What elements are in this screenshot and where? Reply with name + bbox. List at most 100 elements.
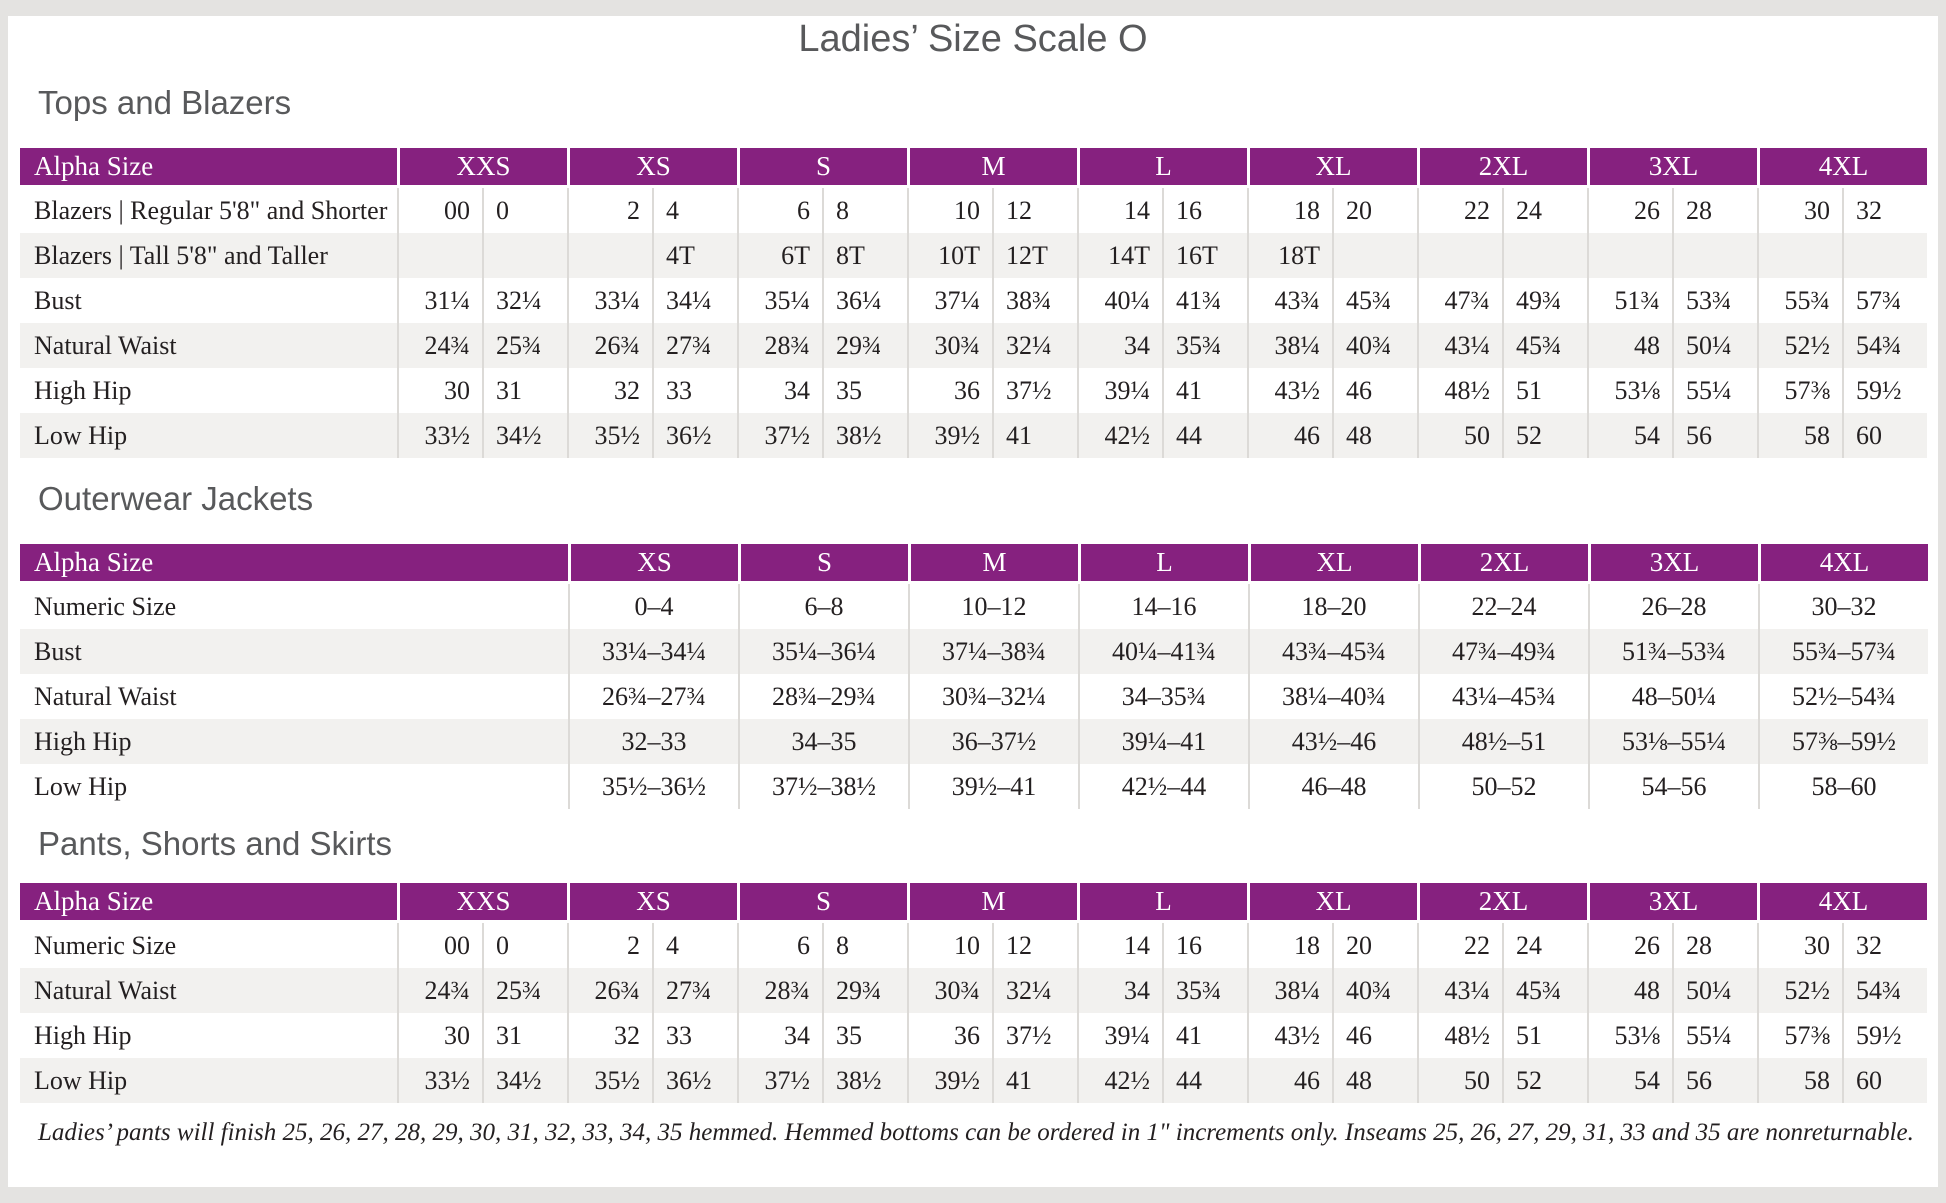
value-cell: 48 xyxy=(1587,323,1673,368)
size-group-header: S xyxy=(737,883,908,923)
size-group-header: 2XL xyxy=(1418,544,1588,584)
value-cell: 32–33 xyxy=(568,719,738,764)
size-group-header: 4XL xyxy=(1758,544,1928,584)
size-group-header: 3XL xyxy=(1588,544,1758,584)
row-label: Low Hip xyxy=(20,413,397,458)
size-header-row: Alpha Size XS S M L XL 2XL 3XL 4XL xyxy=(20,544,1928,584)
value-cell: 51¾–53¾ xyxy=(1588,629,1758,674)
value-cell: 34½ xyxy=(482,1058,568,1103)
value-cell: 53⅛ xyxy=(1587,1013,1672,1058)
value-cell: 54¾ xyxy=(1842,968,1928,1013)
value-cell: 40¾ xyxy=(1332,968,1418,1013)
value-cell: 41 xyxy=(992,413,1078,458)
value-cell: 35½ xyxy=(567,1058,653,1103)
value-cell: 57⅜–59½ xyxy=(1758,719,1928,764)
value-cell: 2 xyxy=(567,923,652,968)
size-group-header: XL xyxy=(1248,544,1418,584)
value-cell xyxy=(397,233,482,278)
value-cell: 12 xyxy=(992,923,1077,968)
hemming-footnote: Ladies’ pants will finish 25, 26, 27, 28… xyxy=(38,1119,1914,1146)
value-cell: 14 xyxy=(1077,923,1162,968)
value-cell: 38¾ xyxy=(992,278,1077,323)
value-cell: 4T xyxy=(652,233,738,278)
value-cell: 36½ xyxy=(652,413,738,458)
value-cell: 0 xyxy=(482,923,567,968)
value-cell: 57⅜ xyxy=(1757,368,1842,413)
value-cell: 46 xyxy=(1247,413,1333,458)
value-cell: 10–12 xyxy=(908,584,1078,629)
value-cell: 34–35¾ xyxy=(1078,674,1248,719)
value-cell: 36 xyxy=(907,1013,992,1058)
value-cell: 12 xyxy=(992,188,1077,233)
value-cell: 18–20 xyxy=(1248,584,1418,629)
value-cell: 29¾ xyxy=(822,968,908,1013)
value-cell: 14T xyxy=(1077,233,1163,278)
value-cell: 54 xyxy=(1587,413,1673,458)
value-cell: 34 xyxy=(737,368,822,413)
value-cell: 43¾–45¾ xyxy=(1248,629,1418,674)
value-cell: 43½ xyxy=(1247,368,1332,413)
value-cell: 6 xyxy=(737,923,822,968)
value-cell: 42½ xyxy=(1077,413,1163,458)
section-tops-and-blazers: Tops and Blazers Alpha Size XXS XS S M L XL 2XL… xyxy=(20,82,1928,458)
value-cell: 10T xyxy=(907,233,993,278)
corner-header-label: Alpha Size xyxy=(20,883,397,923)
value-cell: 28¾–29¾ xyxy=(738,674,908,719)
value-cell: 50¼ xyxy=(1672,968,1758,1013)
value-cell: 45¾ xyxy=(1502,968,1588,1013)
value-cell: 40¼ xyxy=(1077,278,1162,323)
row-label: Blazers | Tall 5'8" and Taller xyxy=(20,233,397,278)
row-label: Numeric Size xyxy=(34,930,177,960)
value-cell: 30¾ xyxy=(907,323,993,368)
measurement-row: High Hip 30 31 32 33 34 35 36 37½ 39¼ 41 43½ 46 48½ 51… xyxy=(20,368,1927,413)
value-cell: 8T xyxy=(822,233,908,278)
value-cell: 52½–54¾ xyxy=(1758,674,1928,719)
value-cell: 40¾ xyxy=(1332,323,1418,368)
value-cell: 35¾ xyxy=(1162,323,1248,368)
size-group-header: L xyxy=(1078,544,1248,584)
row-label: Blazers | Regular 5'8" and Shorter xyxy=(34,195,388,225)
size-group-header: S xyxy=(737,148,908,188)
measurement-row: Bust 33¼–34¼ 35¼–36¼ 37¼–38¾ 40¼–41¾ 43¾–45¾ 4… xyxy=(20,629,1928,674)
value-cell: 30¾ xyxy=(907,968,993,1013)
value-cell: 48½ xyxy=(1417,368,1502,413)
size-group-header: M xyxy=(907,883,1078,923)
value-cell: 59½ xyxy=(1842,1013,1927,1058)
value-cell: 25¾ xyxy=(482,323,568,368)
measurement-row: Blazers | Tall 5'8" and Taller 4T 6T 8T 10T 1… xyxy=(20,233,1928,278)
value-cell: 26¾–27¾ xyxy=(568,674,738,719)
value-cell: 33¼–34¼ xyxy=(568,629,738,674)
value-cell: 26 xyxy=(1587,923,1672,968)
size-group-header: 3XL xyxy=(1587,148,1758,188)
value-cell: 39¼ xyxy=(1077,368,1162,413)
row-label: Bust xyxy=(34,285,82,315)
value-cell: 52 xyxy=(1502,1058,1588,1103)
value-cell: 33 xyxy=(652,1013,737,1058)
value-cell: 33½ xyxy=(397,413,482,458)
page-title: Ladies’ Size Scale O xyxy=(798,18,1148,60)
size-group-header: XS xyxy=(567,883,738,923)
value-cell: 34 xyxy=(737,1013,822,1058)
value-cell: 38¼ xyxy=(1247,968,1333,1013)
row-label: High Hip xyxy=(34,1020,132,1050)
measurement-row: Bust 31¼ 32¼ 33¼ 34¼ 35¼ 36¼ 37¼ 38¾ 40¼ 41¾ 43¾ 45¾… xyxy=(20,278,1927,323)
measurement-row: Natural Waist 24¾ 25¾ 26¾ 27¾ 28¾ 29¾ 30¾ 32¼ 34 3… xyxy=(20,323,1928,368)
row-label: Low Hip xyxy=(34,771,128,801)
measurement-row: High Hip 30 31 32 33 34 35 36 37½ 39¼ 41 43½ 46 48½ 51… xyxy=(20,1013,1927,1058)
value-cell xyxy=(1502,233,1588,278)
value-cell: 31 xyxy=(482,1013,567,1058)
value-cell: 33¼ xyxy=(567,278,652,323)
value-cell: 26¾ xyxy=(567,323,653,368)
value-cell: 30 xyxy=(397,1013,482,1058)
value-cell: 43¼–45¾ xyxy=(1418,674,1588,719)
value-cell: 48½–51 xyxy=(1418,719,1588,764)
value-cell: 46 xyxy=(1332,368,1417,413)
size-group-header: L xyxy=(1077,148,1248,188)
document-page: Ladies’ Size Scale O Tops and Blazers Al… xyxy=(8,16,1938,1187)
value-cell: 30 xyxy=(1757,923,1842,968)
value-cell: 35¼–36¼ xyxy=(738,629,908,674)
row-label: Bust xyxy=(20,629,568,674)
value-cell: 0–4 xyxy=(568,584,738,629)
value-cell: 38½ xyxy=(822,413,908,458)
value-cell: 32¼ xyxy=(992,968,1078,1013)
